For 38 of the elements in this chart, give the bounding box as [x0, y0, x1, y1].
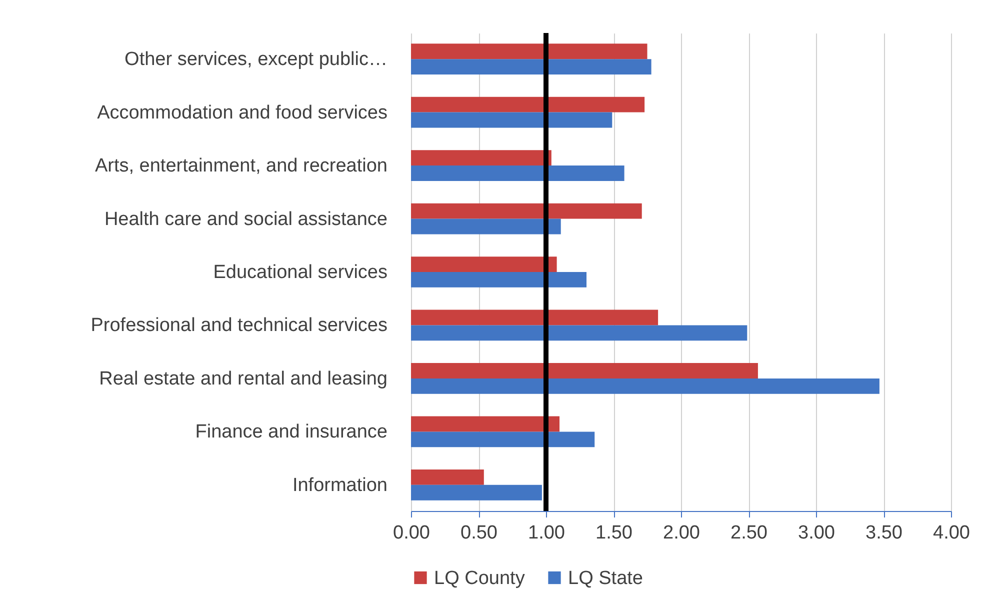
x-tick-label: 3.00 [798, 522, 835, 544]
y-tick-label: Educational services [213, 262, 388, 283]
bar [411, 484, 542, 500]
x-tick-label: 1.50 [596, 522, 632, 544]
bar [411, 256, 557, 272]
bar [411, 325, 748, 341]
bar [411, 469, 484, 485]
y-tick-label: Other services, except public… [124, 49, 388, 70]
bar [411, 416, 560, 432]
bar [411, 112, 612, 128]
x-tick-label: 0.50 [460, 522, 498, 544]
x-tick-label: 2.00 [663, 522, 700, 544]
bar [411, 44, 648, 60]
y-tick-label: Professional and technical services [90, 315, 388, 336]
x-tick-label: 2.50 [730, 522, 768, 544]
legend-label: LQ State [568, 568, 643, 589]
bar [411, 96, 645, 112]
bar [411, 363, 758, 378]
y-tick-label: Information [292, 474, 388, 496]
y-tick-label: Real estate and rental and leasing [99, 368, 388, 390]
bar [411, 310, 658, 326]
bar [411, 150, 552, 166]
bar [411, 432, 595, 448]
bar [411, 203, 642, 219]
legend-label: LQ County [434, 568, 526, 589]
bar [411, 218, 561, 234]
bar [411, 272, 586, 288]
x-tick-label: 1.00 [528, 522, 565, 544]
y-tick-label: Accommodation and food services [97, 102, 388, 124]
bar [411, 166, 624, 181]
bar [411, 378, 880, 394]
y-tick-label: Arts, entertainment, and recreation [94, 156, 388, 177]
x-tick-label: 0.00 [393, 522, 430, 544]
x-tick-label: 4.00 [933, 522, 970, 544]
bar [411, 59, 652, 75]
y-tick-label: Health care and social assistance [104, 208, 388, 230]
y-tick-label: Finance and insurance [195, 422, 388, 443]
x-tick-label: 3.50 [866, 522, 902, 544]
